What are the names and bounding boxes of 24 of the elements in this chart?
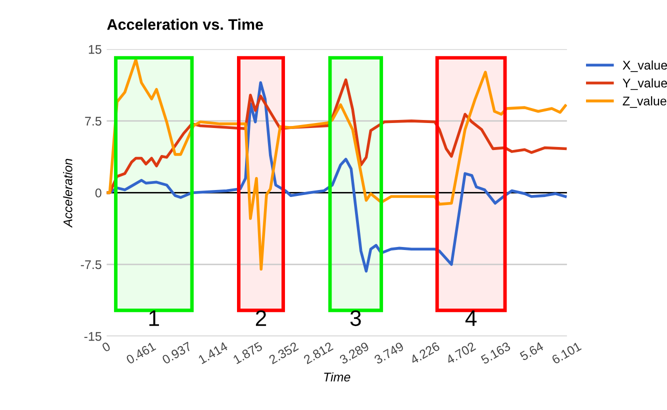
legend-label: Z_value	[622, 96, 666, 108]
band-label: 1	[149, 310, 159, 326]
x-tick-label: 5.64	[519, 342, 544, 361]
legend-label: Y_value	[622, 78, 667, 90]
x-tick-label: 3.289	[338, 342, 370, 364]
x-tick-label: 4.226	[409, 342, 440, 365]
x-tick-label: 0	[101, 342, 111, 352]
chart-title: Acceleration vs. Time	[107, 18, 264, 30]
band-label: 4	[465, 310, 477, 326]
x-tick-label: 0.461	[126, 342, 156, 364]
y-tick-label: 15	[88, 45, 102, 54]
x-tick-label: 3.749	[374, 342, 404, 364]
band-label: 2	[256, 310, 266, 326]
x-tick-label: 4.702	[445, 342, 476, 365]
x-axis-title: Time	[324, 372, 350, 382]
y-tick-label: -15	[84, 332, 102, 341]
legend-label: X_value	[622, 60, 667, 72]
y-tick-label: -7.5	[80, 260, 102, 270]
x-tick-label: 5.163	[480, 342, 511, 364]
x-tick-label: 6.101	[551, 342, 582, 364]
band-label: 3	[350, 310, 361, 326]
y-axis-title: Acceleration	[63, 158, 72, 228]
y-tick-label: 0	[95, 188, 102, 198]
y-tick-label: 7.5	[85, 116, 102, 126]
